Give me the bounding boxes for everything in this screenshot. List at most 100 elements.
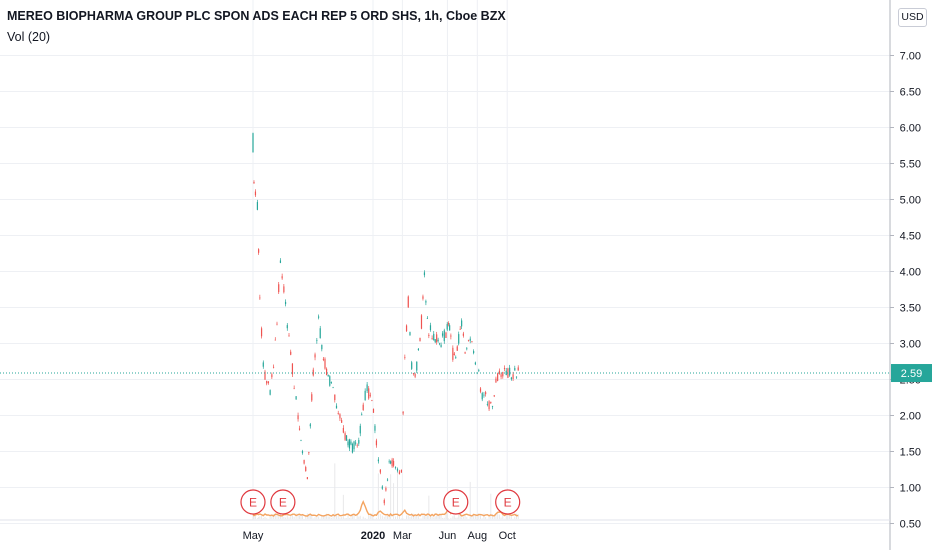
candle-body	[368, 388, 370, 399]
candle-body	[396, 469, 399, 471]
earnings-marker-circle[interactable]	[495, 489, 521, 515]
candle-body	[514, 368, 516, 371]
candle-body	[312, 369, 314, 376]
y-tick-label: 2.00	[900, 411, 921, 423]
candle-body	[364, 390, 366, 401]
candle-body	[453, 353, 455, 355]
candle-body	[308, 452, 310, 454]
candle-body	[488, 401, 490, 410]
last-price-badge	[891, 364, 932, 383]
candle-body	[466, 348, 468, 350]
earnings-marker[interactable]: E	[270, 489, 296, 515]
candle-body	[329, 376, 331, 386]
candle-body	[490, 401, 492, 404]
candle-body	[512, 374, 514, 379]
candle-body	[498, 370, 500, 374]
candle-body	[290, 351, 292, 355]
volume-indicator-label[interactable]: Vol (20)	[7, 30, 51, 44]
candle-body	[253, 182, 255, 184]
candle-body	[322, 358, 325, 360]
candle-body	[479, 388, 482, 392]
y-tick-label: 4.50	[900, 231, 921, 243]
candle-body	[441, 333, 444, 336]
candle-body	[431, 338, 433, 339]
candle-body	[260, 328, 263, 337]
candle-body	[400, 469, 403, 473]
candle-body	[345, 435, 348, 441]
candle-body	[467, 339, 470, 341]
candle-body	[398, 471, 401, 475]
time-axis[interactable]: May 2020 Mar Jun Aug Oct	[243, 530, 516, 542]
candle-body	[262, 362, 264, 367]
candle-body	[510, 377, 512, 380]
candle-body	[440, 344, 442, 348]
candle-body	[286, 325, 288, 329]
volume-ma-line	[252, 499, 519, 518]
candle-body	[356, 444, 358, 446]
candle-body	[517, 367, 519, 371]
candle-body	[332, 387, 334, 389]
candle-body	[309, 424, 311, 427]
candle-body	[383, 500, 385, 504]
candle-body	[409, 332, 411, 336]
candle-body	[258, 249, 260, 253]
candle-body	[341, 420, 343, 423]
candle-body	[402, 411, 404, 414]
candle-body	[283, 286, 285, 293]
candle-body	[405, 325, 408, 332]
candle-body	[311, 394, 313, 401]
candle-body	[252, 133, 254, 153]
candle-body	[301, 451, 304, 454]
earnings-marker[interactable]: E	[443, 489, 469, 515]
price-axis[interactable]: 7.006.506.005.505.004.504.003.503.002.50…	[890, 51, 921, 531]
candle-body	[443, 330, 445, 342]
candle-body	[493, 395, 495, 397]
candle-body	[379, 469, 381, 473]
candle-body	[318, 316, 320, 318]
candle-body	[339, 414, 341, 419]
candle-body	[377, 459, 379, 462]
candle-body	[386, 479, 389, 481]
candle-body	[350, 441, 352, 445]
earnings-marker-circle[interactable]	[240, 489, 266, 515]
candle-body	[433, 333, 435, 341]
y-tick-label: 6.50	[900, 87, 921, 99]
candle-body	[274, 339, 276, 341]
candle-body	[412, 373, 415, 374]
y-tick-label: 7.00	[900, 51, 921, 63]
candle-body	[445, 332, 447, 338]
candle-body	[447, 323, 450, 325]
candle-body	[385, 488, 387, 491]
candle-body	[279, 260, 282, 263]
earnings-marker-circle[interactable]	[443, 489, 469, 515]
candle-body	[347, 441, 349, 446]
candle-body	[276, 323, 278, 325]
earnings-marker[interactable]: E	[495, 489, 521, 515]
candle-body	[297, 415, 299, 420]
candle-body	[478, 370, 480, 371]
earnings-marker-circle[interactable]	[270, 489, 296, 515]
candle-body	[284, 301, 287, 305]
candle-body	[450, 335, 452, 337]
candle-body	[417, 348, 419, 351]
candle-body	[375, 440, 378, 446]
candle-body	[469, 338, 471, 341]
earnings-marker[interactable]: E	[240, 489, 266, 515]
candle-body	[502, 371, 504, 377]
currency-button[interactable]: USD	[898, 8, 927, 27]
grid	[0, 0, 890, 524]
candle-body	[515, 376, 518, 378]
candle-body	[390, 461, 392, 464]
earnings-marker-label: E	[452, 496, 460, 510]
candle-body	[388, 461, 390, 463]
candle-body	[372, 408, 375, 413]
candle-body	[353, 441, 355, 450]
last-price-marker: 2.59	[0, 364, 932, 383]
candle-body	[458, 334, 460, 344]
candle-body	[319, 328, 321, 339]
last-price-value: 2.59	[901, 368, 922, 380]
candle-body	[420, 315, 423, 329]
